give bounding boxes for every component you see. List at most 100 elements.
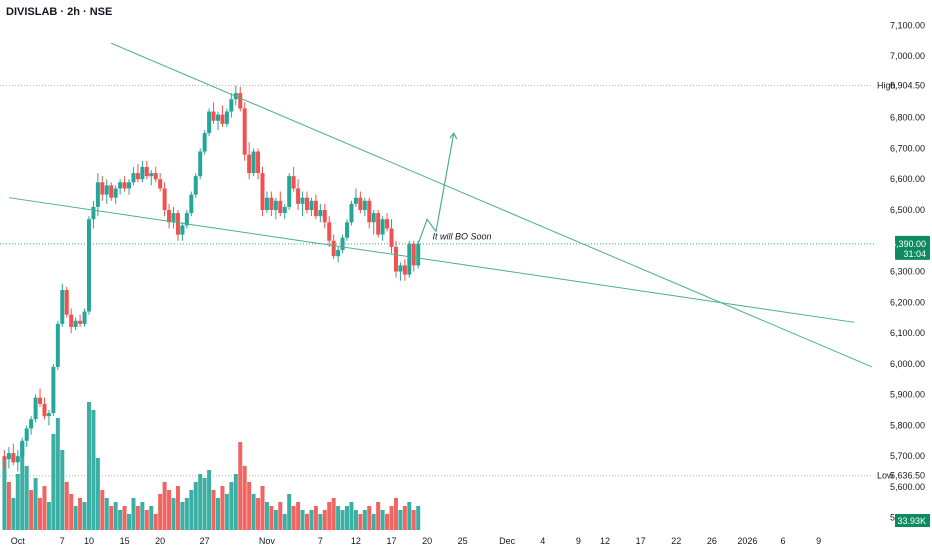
- candle-body: [38, 397, 43, 404]
- volume-bar: [184, 498, 189, 530]
- candle-body: [180, 225, 185, 235]
- volume-bar: [167, 490, 172, 530]
- volume-bar: [385, 514, 390, 530]
- volume-bar: [260, 486, 265, 530]
- y-tick-label: 5,700.00: [890, 451, 925, 461]
- candle-body: [131, 173, 136, 183]
- symbol-title[interactable]: DIVISLAB · 2h · NSE: [6, 6, 113, 18]
- candle-body: [313, 200, 318, 217]
- volume-bar: [229, 482, 234, 530]
- volume-bar: [2, 458, 7, 530]
- candle-body: [6, 453, 11, 460]
- candle-body: [51, 366, 56, 414]
- candle-body: [20, 440, 25, 457]
- candle-body: [91, 206, 96, 220]
- volume-bar: [207, 470, 212, 530]
- volume-bar: [278, 502, 283, 530]
- candle-body: [171, 213, 176, 223]
- x-tick-label: Nov: [259, 536, 276, 546]
- candle-body: [224, 111, 229, 124]
- volume-bar: [304, 514, 309, 530]
- candle-body: [398, 265, 403, 272]
- volume-bar: [33, 478, 38, 530]
- candle-body: [367, 200, 372, 223]
- projection-arrowhead: [449, 131, 458, 140]
- x-tick-label: 9: [816, 536, 821, 546]
- x-tick-label: 27: [200, 536, 210, 546]
- x-tick-label: 2026: [737, 536, 757, 546]
- low-label: Low: [877, 471, 894, 481]
- volume-bar: [198, 474, 203, 530]
- volume-bar: [69, 494, 74, 530]
- volume-bar: [216, 498, 220, 530]
- high-label-bg: [873, 78, 895, 92]
- candle-body: [380, 219, 385, 235]
- y-tick-label: 6,800.00: [890, 113, 925, 123]
- volume-bar: [233, 474, 238, 530]
- candle-body: [24, 428, 29, 441]
- candle-body: [336, 250, 341, 257]
- volume-bar: [6, 482, 11, 530]
- volume-bar: [349, 502, 354, 530]
- candle-body: [158, 179, 163, 189]
- candle-body: [242, 108, 247, 155]
- candle-body: [202, 133, 207, 152]
- y-tick-label: 6,300.00: [890, 267, 925, 277]
- candle-body: [411, 243, 416, 266]
- y-tick-label: 7,100.00: [890, 20, 925, 30]
- volume-bar: [318, 514, 323, 530]
- volume-bar: [416, 506, 421, 530]
- x-tick-label: 15: [120, 536, 130, 546]
- x-tick-label: 26: [707, 536, 717, 546]
- candle-body: [282, 206, 287, 214]
- candle-body: [127, 182, 132, 189]
- low-label-bg: [873, 468, 895, 482]
- candle-body: [11, 453, 16, 463]
- y-tick-label: 6,100.00: [890, 328, 925, 338]
- volume-bar: [211, 490, 216, 530]
- volume-bar: [78, 498, 83, 530]
- countdown-timer: 31:04: [903, 249, 926, 259]
- volume-bar: [55, 418, 60, 530]
- volume-bar: [380, 510, 385, 530]
- last-price-value: 6,390.00: [891, 239, 926, 249]
- volume-bar: [264, 502, 269, 530]
- volume-bar: [180, 502, 185, 530]
- candle-body: [104, 185, 109, 195]
- volume-bar: [371, 514, 376, 530]
- volume-bar: [175, 486, 180, 530]
- volume-bar: [100, 490, 105, 530]
- volume-bar: [153, 514, 158, 530]
- volume-bar: [309, 510, 314, 530]
- x-tick-label: 20: [155, 536, 165, 546]
- volume-bar: [24, 466, 29, 530]
- projection-path: [417, 132, 455, 245]
- candle-body: [162, 188, 167, 210]
- candle-body: [256, 151, 261, 174]
- volume-bar: [269, 506, 274, 530]
- volume-bar: [402, 506, 407, 530]
- volume-bar: [20, 442, 25, 530]
- high-label: High: [877, 81, 896, 91]
- volume-bar: [336, 506, 341, 530]
- x-tick-label: 7: [60, 536, 65, 546]
- volume-bar: [95, 458, 100, 530]
- volume-bar: [367, 506, 372, 530]
- volume-bar: [393, 498, 398, 530]
- volume-bar: [389, 506, 394, 530]
- candle-body: [345, 222, 350, 238]
- x-tick-label: 9: [576, 536, 581, 546]
- volume-bar: [73, 506, 78, 530]
- volume-bar: [42, 486, 47, 530]
- trendlines[interactable]: It will BO Soon: [8, 42, 873, 368]
- candle-body: [349, 203, 354, 223]
- volume-bar: [358, 514, 363, 530]
- candle-body: [353, 197, 358, 204]
- volume-bar: [331, 498, 336, 530]
- candle-body: [260, 173, 265, 210]
- axes: 7,100.007,000.006,900.006,800.006,700.00…: [11, 20, 925, 546]
- candle-body: [393, 246, 398, 272]
- x-tick-label: 10: [84, 536, 94, 546]
- candle-body: [167, 210, 172, 223]
